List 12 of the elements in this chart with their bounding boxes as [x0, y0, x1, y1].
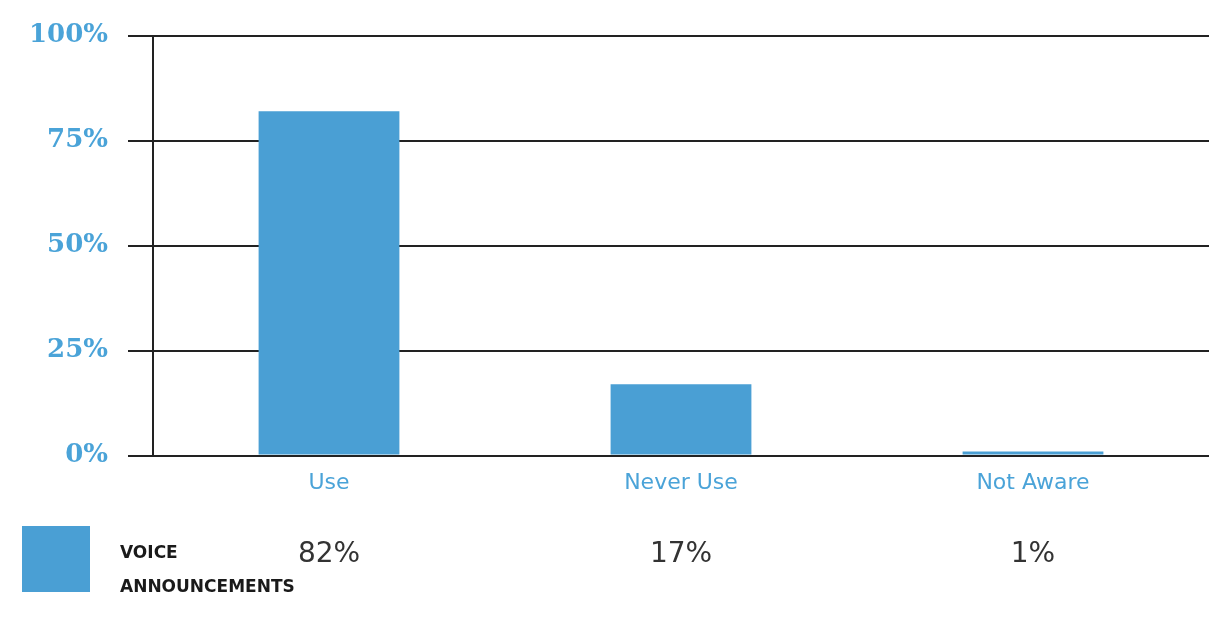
y-tick-label: 25%: [47, 333, 109, 364]
data-label: 1%: [1010, 536, 1056, 570]
y-tick-label: 0%: [65, 438, 109, 469]
data-label: 17%: [649, 536, 713, 570]
y-tick-label: 75%: [47, 123, 109, 154]
x-tick-label: Never Use: [624, 468, 738, 494]
text: VOICE ANNOUNCEMENTS: [120, 541, 295, 598]
x-tick-label: Use: [308, 468, 350, 494]
x-tick-label: Not Aware: [976, 468, 1090, 494]
y-tick-label: 50%: [47, 228, 109, 259]
y-tick-label: 100%: [29, 18, 109, 49]
data-label: 82%: [297, 536, 361, 570]
